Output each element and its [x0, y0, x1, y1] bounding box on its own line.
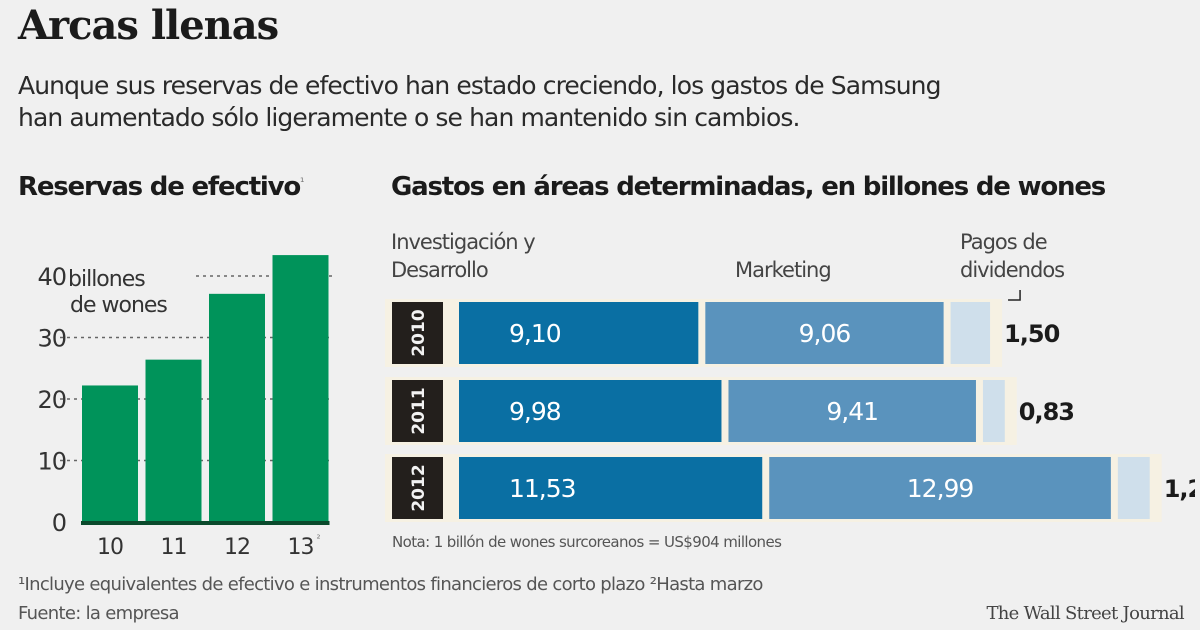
reserves-x-tick-labels: 10 11 12 13 ² [97, 534, 321, 560]
x-tick-footnote-mark: ² [317, 534, 321, 545]
bar-13 [272, 255, 329, 522]
x-tick-label: 13 [288, 535, 314, 560]
subtitle-line-1: Aunque sus reservas de efectivo han esta… [18, 71, 941, 100]
x-tick-label: 10 [97, 535, 123, 560]
segment-marketing [769, 457, 1111, 519]
segment-value-label: 11,53 [509, 474, 576, 503]
reserves-chart-title: Reservas de efectivo¹ [18, 172, 305, 202]
year-box [392, 302, 443, 364]
bar-11 [145, 359, 202, 522]
year-box [392, 380, 443, 442]
y-tick-label: 10 [37, 448, 66, 476]
dividend-value-label: 0,83 [1019, 398, 1074, 426]
row-2010: 2010 9,10 9,06 1,50 [385, 290, 1061, 367]
segment-rd [459, 457, 763, 519]
spending-chart-title: Gastos en áreas determinadas, en billone… [391, 172, 1106, 202]
legend-label-line-2: Desarrollo [391, 258, 488, 282]
segment-value-label: 9,98 [509, 397, 561, 426]
dividend-leader-line [1008, 290, 1021, 301]
chart-title: Arcas llenas [18, 2, 279, 49]
legend-label-line-1: Pagos de [960, 230, 1047, 254]
year-box [392, 457, 443, 519]
segment-value-label: 9,06 [799, 319, 851, 348]
x-tick-label: 11 [161, 535, 187, 560]
currency-note: Nota: 1 billón de wones surcoreanos = US… [392, 533, 782, 551]
reserves-unit-label-line-2: de wones [70, 293, 167, 318]
spending-stacked-bar-chart: Investigación y Desarrollo Marketing Pagos … [385, 230, 1195, 522]
source-line: Fuente: la empresa [18, 603, 180, 624]
segment-marketing [705, 302, 944, 364]
segment-value-label: 9,10 [509, 319, 561, 348]
bar-12 [209, 293, 265, 522]
year-label: 2011 [409, 387, 429, 434]
spending-legend: Investigación y Desarrollo Marketing Pagos … [391, 230, 1065, 282]
segment-dividends [950, 302, 991, 364]
footnote-line-1: ¹Incluye equivalentes de efectivo e inst… [18, 574, 763, 595]
reserves-bars [81, 255, 330, 525]
dividend-value-label: 1,50 [1004, 320, 1060, 348]
reserves-title-footnote-mark: ¹ [300, 175, 305, 189]
reserves-baseline [81, 521, 330, 525]
y-tick-label: 30 [37, 325, 66, 353]
row-2011: 2011 9,98 9,41 0,83 [385, 377, 1075, 445]
segment-value-label: 12,99 [907, 474, 974, 503]
segment-marketing [728, 380, 976, 442]
spending-rows: 2010 9,10 9,06 1,50 2011 9,98 9,41 0,83 2012 11,5… [385, 290, 1195, 522]
chart-subtitle: Aunque sus reservas de efectivo han esta… [18, 70, 1198, 134]
subtitle-line-2: han aumentado sólo ligeramente o se han … [18, 103, 800, 132]
reserves-unit-label-line-1: billones [68, 267, 145, 292]
legend-label-line-1: Marketing [735, 258, 831, 282]
reserves-bar-chart: 0 10 20 30 40 10 11 12 13 ² billones de wones [37, 255, 333, 560]
publisher-credit: The Wall Street Journal [986, 603, 1184, 624]
y-tick-label: 20 [37, 386, 66, 414]
dividend-value-label: 1,21 [1164, 475, 1195, 503]
y-tick-label: 40 [37, 263, 66, 291]
segment-value-label: 9,41 [826, 397, 878, 426]
x-tick-label: 12 [224, 535, 250, 560]
row-2012: 2012 11,53 12,99 1,21 [385, 454, 1195, 522]
year-label: 2012 [409, 464, 429, 511]
segment-dividends [1117, 457, 1150, 519]
segment-rd [459, 380, 722, 442]
segment-dividends [982, 380, 1005, 442]
y-tick-label: 0 [52, 509, 66, 537]
legend-label-line-1: Investigación y [391, 230, 535, 254]
reserves-y-tick-labels: 0 10 20 30 40 [37, 263, 67, 537]
segment-rd [459, 302, 699, 364]
reserves-title-text: Reservas de efectivo [18, 172, 301, 202]
year-label: 2010 [409, 309, 429, 356]
legend-label-line-2: dividendos [960, 258, 1064, 282]
bar-10 [82, 385, 138, 522]
